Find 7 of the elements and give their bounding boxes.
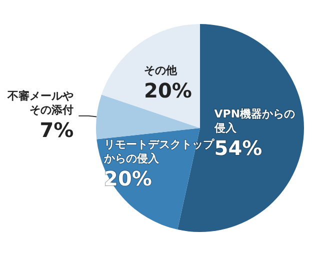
data-label: 54% xyxy=(214,136,262,160)
slice-label: リモートデスクトップからの侵入 xyxy=(103,138,216,166)
slice-label: その他 xyxy=(144,64,178,77)
slice-label: VPN機器からの侵入 xyxy=(213,107,296,134)
data-label: 20% xyxy=(144,78,192,102)
slice-label: 不審メールやその添付 xyxy=(6,89,74,116)
data-label: 7% xyxy=(40,118,74,142)
